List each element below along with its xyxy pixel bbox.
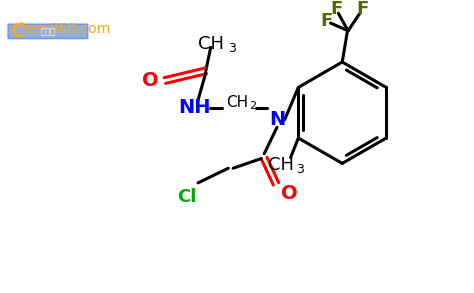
Text: hem960.com: hem960.com [20, 22, 111, 36]
Text: F: F [320, 12, 333, 30]
Text: 3: 3 [228, 42, 236, 55]
Text: O: O [142, 71, 159, 90]
Text: 2: 2 [249, 101, 256, 111]
Text: CH: CH [268, 156, 294, 174]
Text: F: F [330, 0, 343, 18]
Text: O: O [281, 184, 298, 203]
Text: CH: CH [198, 35, 224, 54]
Text: 化工网: 化工网 [40, 27, 55, 36]
Text: CH: CH [226, 96, 248, 110]
Text: 3: 3 [296, 163, 304, 176]
Text: F: F [356, 0, 369, 18]
Text: NH: NH [178, 98, 210, 117]
Text: Cl: Cl [177, 188, 196, 207]
Text: N: N [269, 110, 285, 129]
FancyBboxPatch shape [8, 24, 88, 39]
Text: C: C [11, 22, 25, 41]
